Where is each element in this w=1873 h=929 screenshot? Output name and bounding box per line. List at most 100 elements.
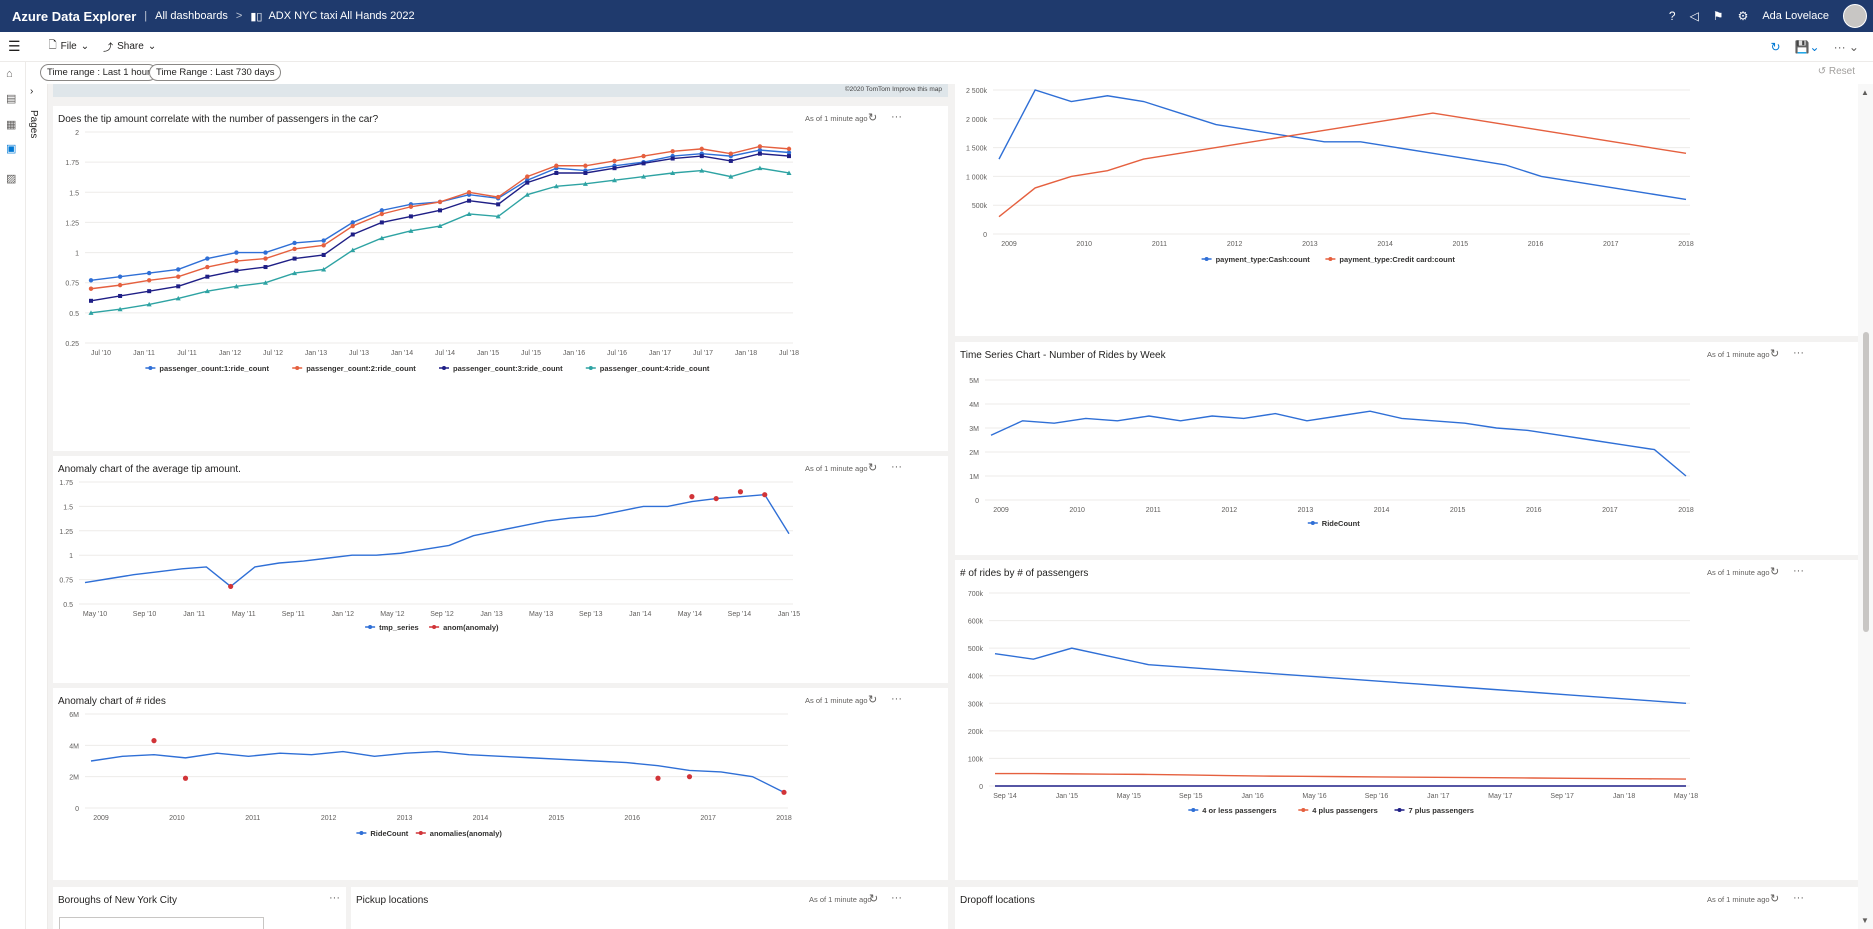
breadcrumb-dashboard-name[interactable]: ADX NYC taxi All Hands 2022: [268, 10, 415, 22]
x-tick-label: 2014: [1377, 241, 1393, 248]
reset-button[interactable]: ↺ Reset: [1817, 66, 1855, 77]
data-point: [118, 293, 123, 298]
feedback-icon[interactable]: ⚑: [1712, 9, 1724, 23]
canvas-scrollbar[interactable]: ▲ ▼: [1858, 84, 1873, 929]
settings-icon[interactable]: ⚙: [1737, 9, 1749, 23]
file-menu-label: File: [60, 41, 77, 52]
x-tick-label: Jan '11: [133, 350, 155, 357]
home-icon[interactable]: ⌂: [6, 68, 13, 80]
tile-anomaly-tip[interactable]: Anomaly chart of the average tip amount.…: [53, 456, 948, 683]
data-point: [292, 246, 297, 252]
hamburger-menu-icon[interactable]: ☰: [8, 38, 21, 54]
x-tick-label: 2016: [1528, 241, 1544, 248]
y-tick-label: 0.75: [65, 281, 79, 288]
refresh-icon[interactable]: ↻: [1770, 348, 1780, 360]
data-icon[interactable]: ▦: [6, 119, 17, 131]
dashboards-icon[interactable]: ▣: [6, 143, 17, 155]
data-point: [175, 295, 181, 301]
legend-label: anom(anomaly): [443, 623, 499, 632]
data-point: [728, 174, 734, 179]
refresh-icon[interactable]: ↻: [1770, 39, 1781, 54]
tile-dropoff[interactable]: Dropoff locations As of 1 minute ago ↻ ·…: [955, 887, 1858, 929]
tile-payment-type[interactable]: 0 500k 1 000k 1 500k 2 000k 2 500k 2009 2010 201…: [955, 84, 1858, 336]
more-options-icon[interactable]: ···: [891, 892, 902, 904]
save-icon[interactable]: 💾⌄: [1794, 39, 1820, 54]
parameter-bar: Time range : Last 1 hour Time Range : La…: [0, 62, 1873, 84]
y-tick-label: 400k: [968, 674, 984, 681]
scrollbar-thumb[interactable]: [1863, 332, 1869, 632]
tile-boroughs[interactable]: Boroughs of New York City ···: [53, 887, 346, 929]
data-point: [495, 194, 501, 200]
more-options-icon[interactable]: ···: [891, 693, 902, 705]
left-nav-rail: ⌂ ▤ ▦ ▣ ▨: [0, 62, 26, 929]
file-menu-button[interactable]: 🗋 File ⌄: [49, 38, 90, 55]
series-line: [90, 750, 785, 793]
help-icon[interactable]: ?: [1668, 9, 1676, 23]
time-range-filter[interactable]: Time range : Last 1 hour: [40, 64, 158, 81]
breadcrumb-all-dashboards[interactable]: All dashboards: [155, 10, 228, 22]
tile-refresh-time: As of 1 minute ago: [805, 696, 868, 705]
tile-rides-by-passengers[interactable]: # of rides by # of passengers As of 1 mi…: [955, 560, 1858, 880]
more-options-icon[interactable]: ··· ⌄: [1833, 39, 1859, 54]
y-tick-label: 200k: [968, 729, 984, 736]
megaphone-icon[interactable]: ◁: [1689, 9, 1699, 23]
command-bar: ☰ 🗋 File ⌄ ⤴ Share ⌄ ↻ 💾⌄ ··· ⌄: [0, 32, 1873, 62]
scroll-down-icon[interactable]: ▼: [1861, 916, 1869, 925]
y-tick-label: 1 000k: [966, 174, 988, 181]
x-tick-label: Jul '12: [263, 350, 283, 357]
avatar[interactable]: [1843, 4, 1867, 28]
series-line: [998, 89, 1687, 201]
data-point: [263, 250, 268, 255]
refresh-icon[interactable]: ↻: [1770, 566, 1780, 578]
chart-tip-vs-passengers: 0.25 0.5 0.75 1 1.25 1.5 1.75 2 Jul '10 Jan '11 Ju…: [65, 130, 799, 373]
refresh-icon[interactable]: ↻: [868, 462, 878, 474]
scroll-up-icon[interactable]: ▲: [1861, 88, 1869, 97]
time-range-filter-730[interactable]: Time Range : Last 730 days: [149, 64, 282, 81]
x-tick-label: 2015: [1453, 241, 1469, 248]
data-point: [321, 252, 326, 257]
more-options-icon[interactable]: ···: [1793, 565, 1804, 577]
data-point: [787, 154, 791, 159]
data-point: [699, 168, 705, 173]
tile-rides-by-week[interactable]: Time Series Chart - Number of Rides by W…: [955, 342, 1858, 555]
data-point: [117, 274, 123, 279]
data-point: [757, 147, 763, 153]
x-tick-label: 2010: [169, 815, 185, 822]
more-options-icon[interactable]: ···: [1793, 892, 1804, 904]
x-tick-label: Jan '12: [219, 350, 241, 357]
y-tick-label: 2M: [969, 450, 979, 457]
anomaly-point: [762, 492, 768, 498]
app-title[interactable]: Azure Data Explorer: [12, 8, 137, 24]
refresh-icon[interactable]: ↻: [868, 694, 878, 706]
y-tick-label: 4M: [69, 743, 79, 750]
share-menu-button[interactable]: ⤴ Share ⌄: [103, 39, 156, 54]
more-options-icon[interactable]: ···: [1793, 347, 1804, 359]
refresh-icon[interactable]: ↻: [1770, 893, 1780, 905]
x-tick-label: May '17: [1488, 793, 1512, 800]
query-icon[interactable]: ▤: [6, 93, 17, 105]
x-tick-label: 2016: [1526, 507, 1542, 514]
legend-marker: [588, 366, 593, 370]
tile-anomaly-rides[interactable]: Anomaly chart of # rides As of 1 minute …: [53, 688, 948, 880]
more-options-icon[interactable]: ···: [891, 461, 902, 473]
tile-tip-vs-passengers[interactable]: Does the tip amount correlate with the n…: [53, 106, 948, 451]
refresh-icon[interactable]: ↻: [869, 893, 879, 905]
series-line: [998, 112, 1687, 218]
more-options-icon[interactable]: ···: [891, 111, 902, 123]
share-menu-label: Share: [117, 41, 144, 52]
legend-label: 4 or less passengers: [1202, 806, 1276, 815]
data-point: [670, 149, 675, 154]
monitoring-icon[interactable]: ▨: [6, 173, 17, 185]
user-name[interactable]: Ada Lovelace: [1762, 10, 1829, 22]
x-tick-label: 2014: [473, 815, 489, 822]
y-tick-label: 1.25: [59, 529, 73, 536]
map-tile-strip[interactable]: ©2020 TomTom Improve this map: [53, 84, 948, 97]
data-point: [612, 177, 617, 183]
chart-anomaly-tip: 0.5 0.75 1 1.25 1.5 1.75 May '10 Sep '10 Jan '11…: [59, 480, 800, 632]
dashboard-icon: ▮▯: [250, 10, 263, 23]
pages-pane[interactable]: › Pages: [26, 84, 48, 929]
tile-pickup[interactable]: Pickup locations As of 1 minute ago ↻ ··…: [351, 887, 948, 929]
refresh-icon[interactable]: ↻: [868, 112, 878, 124]
more-options-icon[interactable]: ···: [329, 892, 340, 904]
chevron-right-icon[interactable]: ›: [30, 86, 34, 97]
